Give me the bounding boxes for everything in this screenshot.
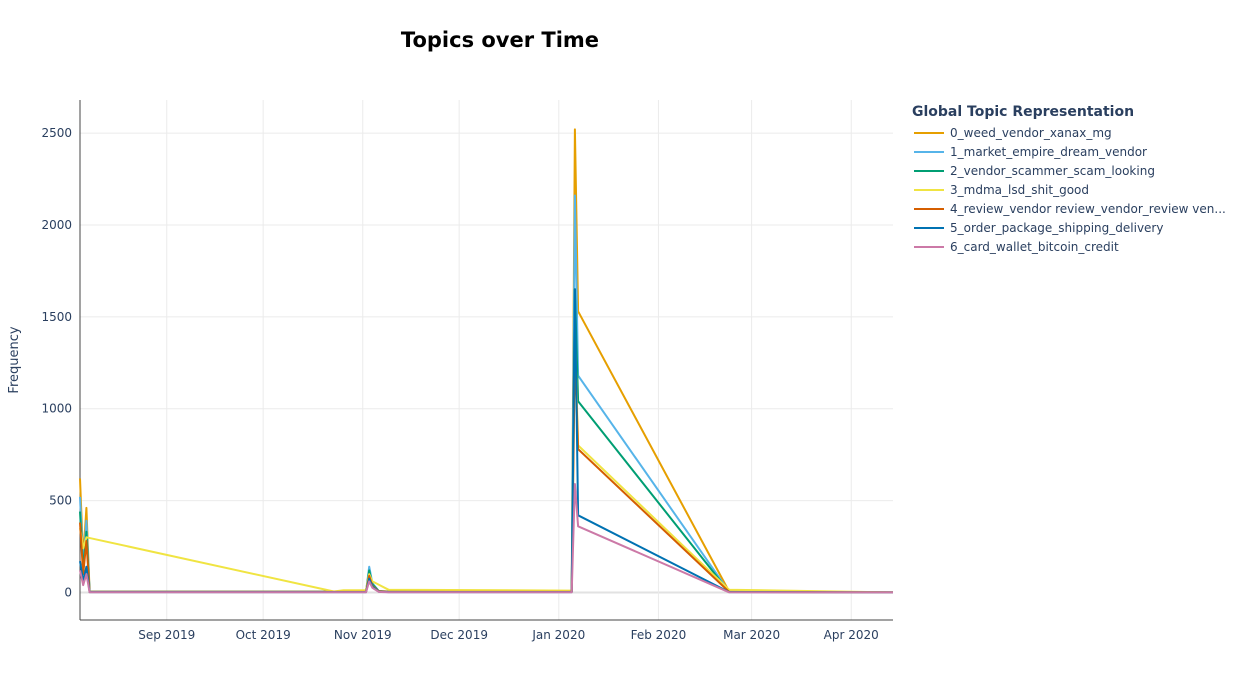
legend-label: 5_order_package_shipping_delivery [950, 221, 1163, 235]
y-axis-label: Frequency [7, 326, 22, 393]
legend-label: 6_card_wallet_bitcoin_credit [950, 240, 1119, 254]
series-line-4[interactable] [80, 350, 893, 593]
y-tick-label: 1500 [41, 310, 72, 324]
legend-label: 4_review_vendor review_vendor_review ven… [950, 202, 1226, 216]
x-tick-label: Mar 2020 [723, 628, 780, 642]
axis-layer: 0 500 1000 1500 2000 2500 Sep 2019 Oct 2019 Nov … [41, 100, 893, 642]
series-line-5[interactable] [80, 289, 893, 592]
y-tick-label: 1000 [41, 402, 72, 416]
series-line-2[interactable] [80, 289, 893, 592]
legend-title: Global Topic Representation [912, 104, 1226, 120]
y-tick-label: 2000 [41, 218, 72, 232]
legend-swatch [914, 227, 944, 229]
legend-item-1[interactable]: 1_market_empire_dream_vendor [912, 142, 1226, 161]
x-tick-label: Sep 2019 [138, 628, 195, 642]
legend-swatch [914, 189, 944, 191]
legend-item-4[interactable]: 4_review_vendor review_vendor_review ven… [912, 199, 1226, 218]
x-tick-label: Jan 2020 [531, 628, 585, 642]
legend: Global Topic Representation 0_weed_vendo… [912, 104, 1226, 256]
series-layer [80, 129, 893, 592]
x-tick-label: Oct 2019 [236, 628, 291, 642]
legend-label: 2_vendor_scammer_scam_looking [950, 164, 1155, 178]
x-tick-label: Dec 2019 [430, 628, 488, 642]
y-tick-label: 0 [64, 585, 72, 599]
legend-item-5[interactable]: 5_order_package_shipping_delivery [912, 218, 1226, 237]
legend-item-2[interactable]: 2_vendor_scammer_scam_looking [912, 161, 1226, 180]
legend-swatch [914, 132, 944, 134]
legend-item-0[interactable]: 0_weed_vendor_xanax_mg [912, 123, 1226, 142]
legend-swatch [914, 170, 944, 172]
grid-layer [80, 100, 893, 620]
series-line-1[interactable] [80, 196, 893, 593]
legend-swatch [914, 246, 944, 248]
series-line-0[interactable] [80, 129, 893, 592]
legend-swatch [914, 151, 944, 153]
x-tick-label: Apr 2020 [824, 628, 879, 642]
x-tick-label: Nov 2019 [334, 628, 392, 642]
x-tick-label: Feb 2020 [631, 628, 687, 642]
legend-label: 3_mdma_lsd_shit_good [950, 183, 1089, 197]
legend-label: 1_market_empire_dream_vendor [950, 145, 1147, 159]
series-line-3[interactable] [80, 332, 893, 593]
legend-items: 0_weed_vendor_xanax_mg 1_market_empire_dr… [912, 123, 1226, 256]
y-tick-label: 2500 [41, 126, 72, 140]
legend-label: 0_weed_vendor_xanax_mg [950, 126, 1112, 140]
legend-swatch [914, 208, 944, 210]
legend-item-3[interactable]: 3_mdma_lsd_shit_good [912, 180, 1226, 199]
legend-item-6[interactable]: 6_card_wallet_bitcoin_credit [912, 237, 1226, 256]
y-tick-label: 500 [49, 494, 72, 508]
